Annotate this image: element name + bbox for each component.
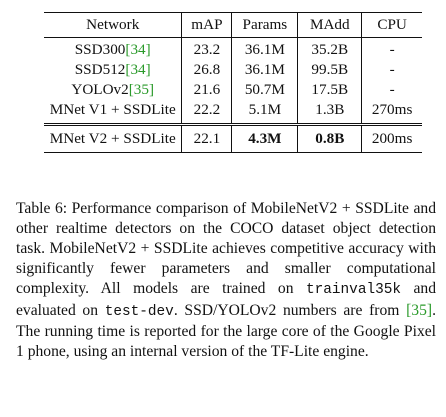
cpu-cell: -: [361, 37, 422, 60]
cpu-cell: -: [361, 80, 422, 100]
caption-text: and evaluated on: [16, 280, 437, 319]
map-cell: 23.2: [181, 37, 232, 60]
citation-link[interactable]: [34]: [125, 61, 151, 78]
madd-cell: 0.8B: [297, 123, 362, 153]
network-cell: MNet V1 + SSDLite: [44, 100, 182, 125]
table-row: YOLOv2[35] 21.6 50.7M 17.5B -: [44, 80, 422, 100]
header-network: Network: [86, 16, 140, 33]
caption-text: Table 6: Performance comparison of Mobil…: [16, 199, 436, 298]
network-cell: SSD512[34]: [44, 60, 182, 80]
comparison-table-container: Network mAP Params MAdd CPU SSD300[34] 2…: [44, 12, 422, 153]
network-name: YOLOv2: [71, 81, 129, 98]
caption-code-trainval: trainval35k: [306, 282, 401, 299]
caption-code-testdev: test-dev: [104, 303, 174, 320]
header-params: Params: [231, 12, 298, 38]
map-cell: 26.8: [181, 60, 232, 80]
network-cell: MNet V2 + SSDLite: [44, 123, 182, 153]
map-cell: 22.1: [181, 123, 232, 153]
params-cell: 36.1M: [231, 37, 298, 60]
header-map: mAP: [181, 12, 232, 38]
params-cell: 36.1M: [231, 60, 298, 80]
params-cell: 4.3M: [231, 123, 298, 153]
table-header-row: Network mAP Params MAdd CPU: [44, 12, 422, 38]
network-cell: SSD300[34]: [44, 38, 182, 61]
params-cell: 5.1M: [231, 100, 298, 125]
madd-cell: 35.2B: [297, 37, 362, 60]
network-name: SSD512: [74, 61, 126, 78]
citation-link[interactable]: [35]: [128, 81, 155, 98]
citation-link[interactable]: [34]: [125, 41, 151, 58]
table-row: SSD300[34] 23.2 36.1M 35.2B -: [44, 37, 422, 61]
network-name: SSD300: [74, 41, 126, 58]
network-cell: YOLOv2[35]: [44, 80, 182, 100]
table-row: SSD512[34] 26.8 36.1M 99.5B -: [44, 60, 422, 80]
cpu-cell: -: [361, 60, 422, 80]
map-cell: 22.2: [181, 100, 232, 125]
header-cpu: CPU: [361, 12, 422, 38]
cpu-cell: 200ms: [361, 123, 422, 153]
cpu-cell: 270ms: [361, 100, 422, 125]
caption-text: . SSD/YOLOv2 numbers are from: [173, 301, 407, 319]
madd-cell: 1.3B: [297, 100, 362, 125]
table-row-final: MNet V2 + SSDLite 22.1 4.3M 0.8B 200ms: [44, 123, 422, 153]
caption-text: . The running time is reported for the l…: [16, 301, 436, 361]
header-madd: MAdd: [297, 12, 362, 38]
comparison-table: Network mAP Params MAdd CPU SSD300[34] 2…: [44, 12, 422, 153]
citation-link[interactable]: [35]: [406, 301, 433, 319]
params-cell: 50.7M: [231, 80, 298, 100]
madd-cell: 99.5B: [297, 60, 362, 80]
network-name: MNet V1 + SSDLite: [49, 101, 176, 118]
table-row: MNet V1 + SSDLite 22.2 5.1M 1.3B 270ms: [44, 100, 422, 125]
map-cell: 21.6: [181, 80, 232, 100]
table-caption: Table 6: Performance comparison of Mobil…: [16, 199, 436, 363]
madd-cell: 17.5B: [297, 80, 362, 100]
